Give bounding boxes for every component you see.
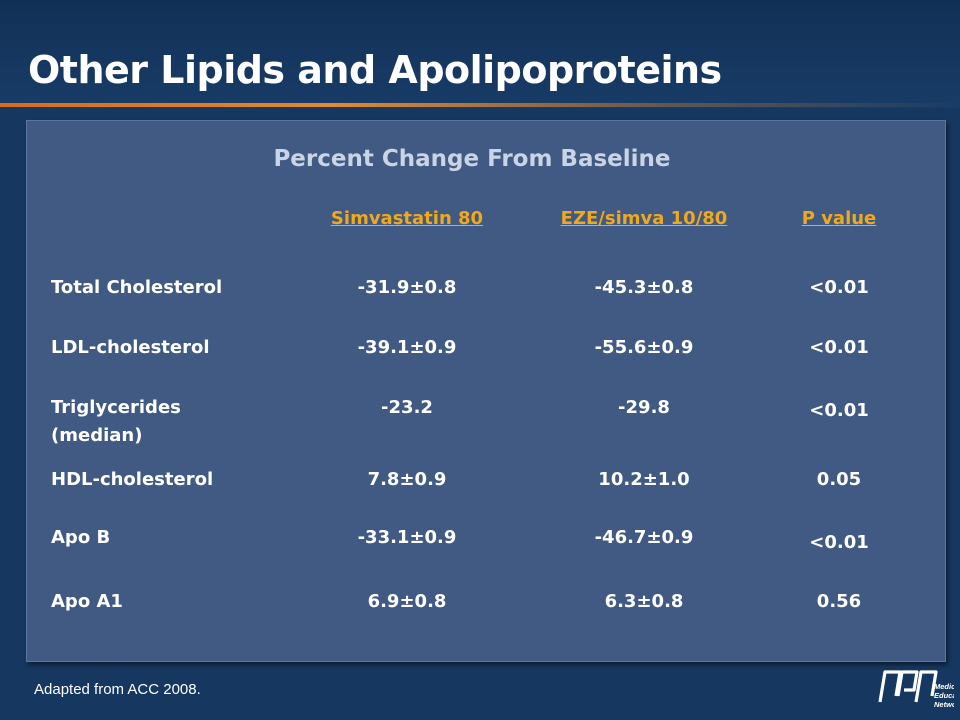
cell-total-cholesterol-simvastatin: -31.9±0.8 (357, 277, 457, 298)
cell-hdl-p: 0.05 (816, 469, 862, 490)
column-header-simvastatin: Simvastatin 80 (330, 208, 484, 229)
row-label-triglycerides: Triglycerides (51, 397, 181, 418)
cell-apo-a1-eze: 6.3±0.8 (604, 591, 684, 612)
title-underline (0, 103, 960, 107)
column-header-p-value: P value (801, 208, 877, 229)
cell-hdl-simvastatin: 7.8±0.9 (367, 469, 447, 490)
cell-total-cholesterol-p: <0.01 (809, 277, 869, 298)
cell-ldl-eze: -55.6±0.9 (594, 337, 694, 358)
cell-apo-b-eze: -46.7±0.9 (594, 527, 694, 548)
row-label-total-cholesterol: Total Cholesterol (51, 277, 223, 298)
cell-apo-a1-simvastatin: 6.9±0.8 (367, 591, 447, 612)
header-band (0, 0, 960, 108)
row-label-hdl-cholesterol: HDL-cholesterol (51, 469, 214, 490)
cell-triglycerides-p: <0.01 (809, 400, 869, 421)
slide-title: Other Lipids and Apolipoproteins (28, 48, 722, 92)
cell-triglycerides-eze: -29.8 (618, 397, 670, 418)
cell-total-cholesterol-eze: -45.3±0.8 (594, 277, 694, 298)
logo-text-education: Education (934, 691, 954, 700)
cell-ldl-p: <0.01 (809, 337, 869, 358)
logo-text-medical: Medical (934, 682, 954, 691)
table-panel (26, 120, 946, 662)
row-label-ldl-cholesterol: LDL-cholesterol (51, 337, 210, 358)
cell-apo-a1-p: 0.56 (816, 591, 862, 612)
logo-text-network: Network (934, 700, 954, 709)
cell-apo-b-simvastatin: -33.1±0.9 (357, 527, 457, 548)
cell-triglycerides-simvastatin: -23.2 (381, 397, 433, 418)
table-title: Percent Change From Baseline (273, 146, 671, 172)
cell-hdl-eze: 10.2±1.0 (598, 469, 690, 490)
row-label-apo-b: Apo B (51, 527, 111, 548)
cell-apo-b-p: <0.01 (809, 532, 869, 553)
row-label-triglycerides-note: (median) (51, 425, 143, 446)
row-label-apo-a1: Apo A1 (51, 591, 123, 612)
cell-ldl-simvastatin: -39.1±0.9 (357, 337, 457, 358)
medical-education-network-logo: Medical Education Network (878, 670, 954, 709)
column-header-eze-simva: EZE/simva 10/80 (560, 208, 728, 229)
source-citation: Adapted from ACC 2008. (34, 681, 201, 698)
